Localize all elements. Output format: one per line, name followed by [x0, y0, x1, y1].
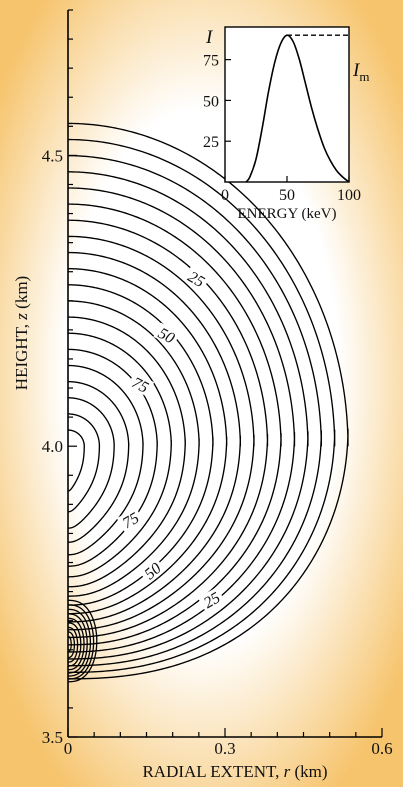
contour-label-text: 75	[129, 374, 151, 397]
main-x-axis-label: RADIAL EXTENT, r (km)	[142, 762, 327, 781]
contour-line-15	[67, 155, 322, 667]
contour-line-85	[67, 380, 130, 543]
inset-plot-area	[225, 27, 349, 182]
inset-x-tick-label: 50	[279, 187, 295, 204]
inset-plot: 25 50 75 0 50 100 I Im ENERGY (keV)	[203, 26, 369, 222]
contour-line-95	[67, 413, 101, 513]
contour-label-mask	[153, 322, 181, 348]
main-axis-frame	[67, 9, 383, 738]
contour-line-100	[68, 429, 85, 492]
contour-line-55	[67, 284, 214, 606]
secondary-contour-line-2	[67, 604, 95, 680]
contour-line-40	[67, 235, 255, 631]
main-x-tick-labels: 0 0.3 0.6	[64, 739, 393, 758]
inset-x-tick-label: 0	[221, 187, 229, 204]
contour-labels: 25 50 75 75 50 25	[116, 266, 225, 612]
inset-spectrum-curve	[245, 34, 350, 183]
contour-label-5: 50	[138, 557, 166, 584]
main-x-tick-label: 0.6	[371, 739, 392, 758]
inset-y-axis-label: I	[205, 27, 214, 48]
inset-y-tick-label: 25	[203, 134, 219, 151]
secondary-contour-line-8	[67, 631, 76, 659]
contour-label-6: 25	[197, 587, 225, 612]
contour-line-90	[67, 397, 115, 529]
contour-line-75	[67, 348, 158, 567]
main-y-tick-label: 3.5	[42, 728, 63, 747]
contour-label-mask	[116, 507, 144, 533]
secondary-contour-line-9	[67, 635, 72, 653]
secondary-contour-line-7	[67, 626, 79, 663]
contour-label-text: 75	[120, 510, 142, 533]
contour-line-10	[67, 138, 336, 674]
secondary-contour-line-1	[67, 599, 98, 683]
contour-line-20	[67, 171, 309, 660]
contour-line-70	[67, 332, 172, 578]
inset-x-tick-labels: 0 50 100	[221, 187, 361, 204]
inset-axis-frame	[224, 26, 350, 183]
main-y-tick-labels: 3.5 4.0 4.5	[42, 146, 63, 747]
inset-peak-label: Im	[352, 60, 369, 84]
secondary-contour-line-6	[67, 622, 82, 667]
contour-line-60	[67, 300, 200, 597]
contour-line-45	[67, 251, 242, 623]
contour-label-text: 25	[201, 589, 223, 612]
contour-label-2: 50	[153, 322, 181, 348]
secondary-contour-line-4	[67, 613, 88, 674]
contour-line-35	[67, 219, 269, 639]
secondary-contour-line-5	[67, 617, 85, 671]
contour-label-3: 75	[127, 371, 155, 397]
contour-line-80	[67, 364, 144, 556]
contour-label-mask	[138, 557, 166, 584]
secondary-contour-line-3	[67, 608, 92, 677]
contour-line-65	[67, 316, 186, 588]
contour-label-text: 25	[185, 268, 207, 291]
contour-line-5	[67, 122, 349, 680]
inset-y-tick-label: 50	[203, 93, 219, 110]
contour-line-30	[67, 203, 282, 646]
main-y-tick-label: 4.0	[42, 437, 63, 456]
contour-label-mask	[127, 371, 155, 397]
main-y-tick-label: 4.5	[42, 146, 63, 165]
inset-y-tick-labels: 25 50 75	[203, 53, 219, 152]
main-y-axis-label: HEIGHT, z (km)	[12, 276, 31, 390]
contour-line-25	[67, 187, 296, 653]
contour-label-4: 75	[116, 507, 144, 533]
inset-y-tick-label: 75	[203, 53, 219, 70]
contour-label-text: 50	[155, 325, 177, 348]
contour-label-1: 25	[183, 266, 211, 291]
main-contour-lines	[67, 122, 349, 683]
main-x-tick-label: 0.3	[214, 739, 235, 758]
inset-x-axis-label: ENERGY (keV)	[237, 206, 336, 222]
main-x-tick-label: 0	[64, 739, 73, 758]
main-plot: 25 50 75 75 50 25 3.5 4.0 4.5 0 0.3 0.6 RADIAL EX…	[12, 9, 393, 781]
contour-label-mask	[183, 266, 211, 291]
contour-label-mask	[197, 587, 225, 612]
inset-x-tick-label: 100	[337, 187, 361, 204]
contour-line-50	[67, 267, 228, 615]
